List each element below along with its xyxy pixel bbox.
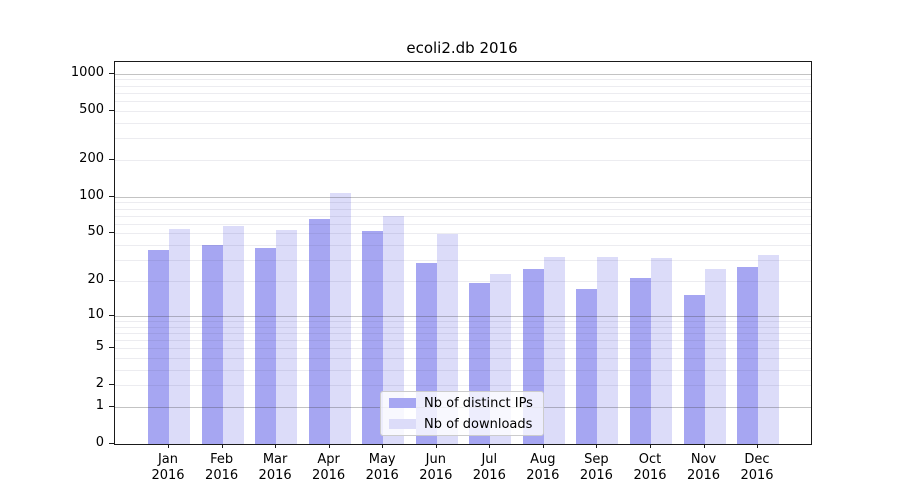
- y-tick-label-1: 1: [95, 398, 104, 414]
- y-tick-mark-500: [109, 109, 115, 111]
- gridline-y-600: [115, 101, 811, 103]
- gridline-y-500: [115, 110, 811, 112]
- y-tick-label-200: 200: [79, 150, 104, 166]
- x-tick-mark-11: [703, 444, 705, 448]
- bar-distinct-ips-10: [630, 278, 651, 444]
- gridline-y-900: [115, 79, 811, 81]
- y-tick-mark-1000: [109, 72, 115, 74]
- bar-distinct-ips-9: [576, 289, 598, 444]
- gridline-y-800: [115, 85, 811, 87]
- x-tick-mark-10: [650, 444, 651, 448]
- legend-item-downloads: Nb of downloads: [381, 415, 543, 433]
- x-tick-label-8: Aug 2016: [526, 452, 560, 483]
- x-tick-mark-7: [489, 444, 491, 448]
- y-tick-mark-200: [109, 158, 115, 160]
- x-tick-label-6: Jun 2016: [419, 452, 453, 483]
- x-tick-label-9: Sep 2016: [579, 452, 613, 483]
- gridline-y-100: [115, 196, 811, 198]
- gridline-y-80: [115, 208, 811, 210]
- x-tick-mark-1: [168, 444, 169, 448]
- bar-downloads-1: [169, 229, 190, 444]
- x-tick-mark-8: [542, 444, 544, 448]
- bar-distinct-ips-1: [148, 250, 169, 444]
- y-tick-mark-50: [109, 232, 115, 234]
- y-tick-mark-5: [109, 347, 115, 349]
- legend: Nb of distinct IPs Nb of downloads: [380, 391, 544, 436]
- bar-downloads-5: [383, 216, 405, 444]
- gridline-y-300: [115, 138, 811, 140]
- y-tick-mark-10: [109, 314, 115, 316]
- y-tick-label-10: 10: [87, 306, 104, 322]
- legend-item-distinct-ips: Nb of distinct IPs: [381, 394, 543, 412]
- x-tick-label-2: Feb 2016: [205, 452, 239, 483]
- x-tick-mark-2: [221, 444, 223, 448]
- gridline-y-60: [115, 223, 811, 225]
- x-tick-mark-5: [382, 444, 384, 448]
- y-tick-label-5: 5: [95, 339, 104, 355]
- y-tick-mark-100: [109, 195, 115, 197]
- chart-title: ecoli2.db 2016: [406, 39, 518, 57]
- x-tick-label-4: Apr 2016: [312, 452, 346, 483]
- gridline-y-400: [115, 122, 811, 124]
- bar-downloads-10: [651, 258, 672, 444]
- bar-downloads-11: [704, 269, 726, 444]
- y-tick-label-500: 500: [79, 101, 104, 117]
- x-tick-label-3: Mar 2016: [258, 452, 292, 483]
- x-tick-label-12: Dec 2016: [740, 452, 774, 483]
- y-tick-label-100: 100: [79, 187, 104, 203]
- x-tick-label-10: Oct 2016: [633, 452, 667, 483]
- gridline-y-700: [115, 92, 811, 94]
- plot-area: [114, 61, 812, 445]
- gridline-y-50: [115, 233, 811, 235]
- x-tick-label-11: Nov 2016: [686, 452, 721, 483]
- x-tick-mark-3: [275, 444, 277, 448]
- bar-downloads-2: [222, 226, 244, 444]
- bar-downloads-9: [597, 256, 619, 444]
- x-tick-mark-9: [596, 444, 598, 448]
- gridline-y-200: [115, 159, 811, 161]
- y-tick-mark-20: [109, 280, 115, 281]
- y-tick-mark-2: [109, 384, 115, 386]
- x-tick-label-7: Jul 2016: [472, 452, 506, 483]
- y-tick-label-20: 20: [87, 272, 104, 287]
- y-tick-label-0: 0: [95, 435, 104, 451]
- x-tick-mark-12: [757, 444, 758, 448]
- y-tick-mark-0: [109, 443, 115, 445]
- gridline-y-90: [115, 202, 811, 204]
- gridline-y-1000: [115, 73, 811, 75]
- bar-downloads-4: [329, 192, 351, 444]
- bar-distinct-ips-5: [362, 231, 384, 444]
- x-tick-mark-4: [328, 444, 330, 448]
- bar-downloads-8: [543, 256, 565, 444]
- y-tick-label-1000: 1000: [70, 64, 104, 80]
- gridline-y-70: [115, 215, 811, 217]
- bar-distinct-ips-3: [255, 247, 277, 444]
- legend-label-downloads: Nb of downloads: [424, 416, 533, 432]
- bar-distinct-ips-4: [308, 219, 330, 444]
- legend-swatch-downloads: [389, 419, 416, 429]
- x-tick-label-5: May 2016: [365, 452, 399, 483]
- bar-distinct-ips-2: [201, 244, 223, 444]
- y-tick-label-2: 2: [95, 376, 104, 392]
- x-tick-label-1: Jan 2016: [151, 452, 185, 483]
- bar-distinct-ips-11: [683, 295, 705, 444]
- y-tick-label-50: 50: [87, 224, 104, 240]
- y-tick-mark-1: [109, 406, 115, 408]
- bar-downloads-3: [276, 230, 298, 444]
- legend-label-distinct-ips: Nb of distinct IPs: [424, 395, 533, 411]
- bar-distinct-ips-12: [737, 267, 758, 444]
- bar-downloads-12: [758, 254, 779, 444]
- legend-swatch-distinct-ips: [389, 398, 416, 408]
- x-tick-mark-6: [435, 444, 437, 448]
